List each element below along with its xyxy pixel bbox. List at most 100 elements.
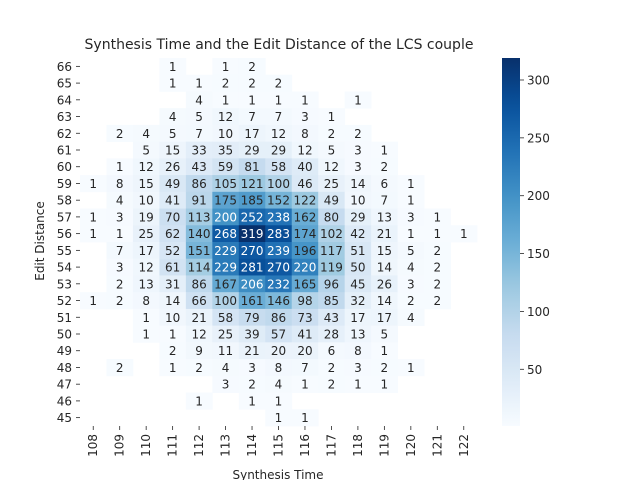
heatmap-cell (265, 158, 293, 176)
cell-value-label: 3 (354, 160, 362, 174)
heatmap-cell (212, 258, 240, 276)
heatmap-cell (291, 191, 319, 209)
cell-value-label: 6 (381, 177, 389, 191)
heatmap-cell (265, 191, 293, 209)
heatmap-cell (185, 258, 213, 276)
cell-value-label: 7 (116, 244, 124, 258)
heatmap-cell (132, 275, 160, 293)
cell-value-label: 1 (354, 378, 362, 392)
cell-value-label: 152 (267, 194, 290, 208)
heatmap-cell (238, 91, 266, 109)
y-tick-label: 55 (57, 244, 72, 258)
heatmap-cell (344, 124, 372, 143)
heatmap-cell (238, 208, 266, 226)
x-tick-label: 111 (166, 434, 180, 457)
cell-value-label: 270 (241, 244, 264, 258)
heatmap-cell (344, 325, 372, 343)
heatmap-cell (238, 108, 266, 126)
y-tick-label: 58 (57, 194, 72, 208)
heatmap-cell (318, 191, 346, 209)
heatmap-cell (185, 342, 213, 360)
cell-value-label: 57 (271, 328, 286, 342)
heatmap-cell (106, 175, 134, 193)
cell-value-label: 1 (248, 394, 256, 408)
cell-value-label: 9 (195, 344, 203, 358)
heatmap-cell (238, 124, 266, 143)
cell-value-label: 1 (275, 394, 283, 408)
heatmap-cell (212, 191, 240, 209)
cell-value-label: 3 (407, 210, 415, 224)
heatmap-cell (265, 409, 293, 427)
cell-value-label: 3 (248, 361, 256, 375)
heatmap-cell (132, 292, 160, 310)
heatmap-cell (159, 359, 187, 377)
x-tick-label: 119 (377, 434, 391, 457)
heatmap-cell (238, 225, 266, 243)
heatmap-cell (371, 158, 398, 176)
heatmap-cell (371, 191, 398, 209)
cell-value-label: 1 (328, 110, 336, 124)
x-tick-label: 110 (139, 434, 153, 457)
heatmap-cell (265, 292, 293, 310)
heatmap-cell (318, 359, 346, 377)
heatmap-cell (185, 91, 213, 109)
heatmap-cell (212, 74, 240, 92)
heatmap-cell (371, 292, 398, 310)
y-tick-label: 57 (57, 210, 72, 224)
cell-value-label: 206 (241, 277, 264, 291)
cell-value-label: 4 (407, 311, 415, 325)
cell-value-label: 1 (407, 361, 415, 375)
heatmap-cell (318, 225, 346, 243)
cell-value-label: 4 (195, 93, 203, 107)
heatmap-cell (371, 225, 398, 243)
cell-value-label: 1 (169, 361, 177, 375)
cell-value-label: 1 (89, 177, 97, 191)
heatmap-cell (318, 242, 346, 260)
heatmap-cell (371, 359, 398, 377)
heatmap-cell (80, 208, 107, 226)
heatmap-cell (424, 208, 451, 226)
cell-value-label: 1 (381, 144, 389, 158)
heatmap-cell (265, 392, 293, 410)
cell-value-label: 12 (139, 160, 154, 174)
cell-value-label: 1 (460, 227, 468, 241)
cell-value-label: 1 (195, 77, 203, 91)
cell-value-label: 1 (275, 411, 283, 425)
heatmap-cell (291, 359, 319, 377)
cell-value-label: 3 (407, 277, 415, 291)
heatmap-cell (265, 342, 293, 360)
heatmap-cell (318, 108, 346, 126)
cell-value-label: 50 (350, 261, 365, 275)
cell-value-label: 2 (116, 361, 124, 375)
cell-value-label: 17 (377, 311, 392, 325)
cell-value-label: 252 (241, 210, 264, 224)
heatmap-cell (106, 359, 134, 377)
cell-value-label: 4 (169, 110, 177, 124)
heatmap-cell (212, 359, 240, 377)
cell-value-label: 1 (195, 394, 203, 408)
heatmap-cell (291, 208, 319, 226)
y-tick-label: 53 (57, 277, 72, 291)
cell-value-label: 26 (377, 277, 392, 291)
heatmap-cell (371, 175, 398, 193)
heatmap-cell (238, 359, 266, 377)
heatmap-cell (265, 275, 293, 293)
cell-value-label: 31 (165, 277, 180, 291)
cell-value-label: 96 (324, 277, 339, 291)
cell-value-label: 91 (191, 194, 206, 208)
heatmap-cell (159, 258, 187, 276)
cell-value-label: 42 (350, 227, 365, 241)
cell-value-label: 105 (214, 177, 237, 191)
y-tick-label: 56 (57, 227, 72, 241)
heatmap-cell (291, 375, 319, 393)
heatmap-cell (238, 392, 266, 410)
cell-value-label: 4 (275, 378, 283, 392)
heatmap-cell (132, 158, 160, 176)
heatmap-cell (265, 175, 293, 193)
cell-value-label: 15 (165, 144, 180, 158)
heatmap-cell (291, 242, 319, 260)
cell-value-label: 11 (218, 344, 233, 358)
colorbar: 50 100 150 200 250 300 (502, 58, 550, 426)
cell-value-label: 12 (297, 144, 312, 158)
heatmap-cell (344, 91, 372, 109)
